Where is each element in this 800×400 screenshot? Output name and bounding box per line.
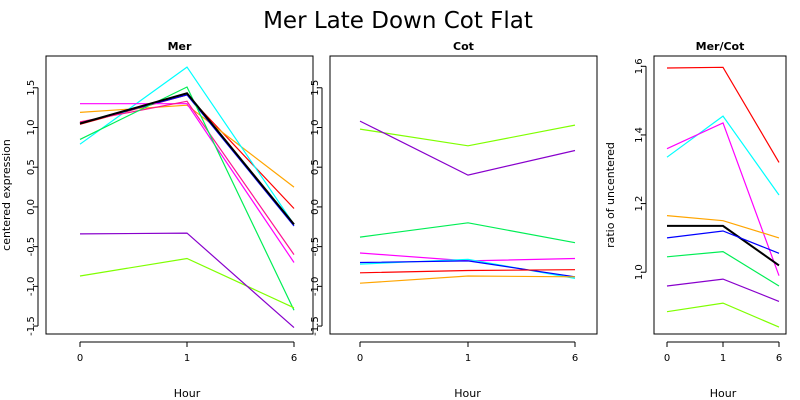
series-line [359, 222, 576, 244]
y-tick-label: 1.5 [310, 80, 321, 96]
plot-frame [45, 55, 314, 335]
x-tick-label: 6 [291, 353, 297, 364]
series-line [666, 215, 780, 239]
y-tick-label: 0.0 [310, 199, 321, 215]
series-line [79, 257, 295, 309]
series-line [359, 124, 576, 147]
panel-title: Mer [168, 40, 192, 53]
series-line [79, 104, 295, 188]
plot-frame [653, 55, 787, 335]
x-tick-label: 1 [465, 353, 471, 364]
y-tick-label: -1.0 [310, 277, 321, 297]
x-tick-label: 6 [776, 353, 782, 364]
series-line [359, 275, 576, 284]
series-line [79, 92, 295, 226]
series-line [79, 66, 295, 225]
x-tick-label: 0 [664, 353, 670, 364]
series-line [359, 260, 576, 278]
y-tick-label: 1.4 [634, 127, 645, 143]
y-tick-label: -1.5 [26, 316, 37, 336]
panel-title: Mer/Cot [696, 40, 745, 53]
y-tick-label: -1.5 [310, 316, 321, 336]
x-axis-label: Hour [174, 387, 201, 400]
y-tick-label: -0.5 [310, 237, 321, 257]
y-axis-label: centered expression [0, 139, 13, 251]
series-line [666, 230, 780, 254]
series-line [666, 250, 780, 287]
x-tick-label: 0 [357, 353, 363, 364]
y-tick-label: 1.0 [26, 120, 37, 136]
y-tick-label: 0.5 [310, 159, 321, 175]
series-line [79, 232, 295, 329]
series-line [666, 115, 780, 196]
y-tick-label: -0.5 [26, 237, 37, 257]
y-tick-label: 1.6 [634, 58, 645, 74]
series-line [666, 66, 780, 163]
y-tick-label: 1.5 [26, 80, 37, 96]
series-line [359, 269, 576, 274]
y-tick-label: 1.2 [634, 196, 645, 212]
x-tick-label: 1 [720, 353, 726, 364]
x-axis-label: Hour [454, 387, 481, 400]
plot-frame [329, 55, 598, 335]
panel-mer: Mer 0 1 6 Hour -1.5 -1.0 -0.5 0.0 0.5 1.0 1.5 center… [0, 40, 314, 400]
series-line [79, 94, 295, 209]
figure-title: Mer Late Down Cot Flat [263, 8, 533, 34]
x-tick-label: 6 [572, 353, 578, 364]
series-line [667, 224, 780, 267]
series-line [80, 103, 295, 263]
series-line [79, 100, 295, 255]
x-axis-label: Hour [710, 387, 737, 400]
y-tick-label: 1.0 [634, 264, 645, 280]
panel-cot: Cot 0 1 6 Hour -1.5 -1.0 -0.5 0.0 0.5 1.0 1.5 [310, 40, 598, 400]
panel-mer-cot: Mer/Cot 0 1 6 Hour 1.0 1.2 1.4 1.6 ratio of uncen… [604, 40, 787, 400]
series-line [79, 86, 295, 311]
y-tick-label: 0.5 [26, 159, 37, 175]
series-line [666, 122, 780, 276]
series-line [359, 120, 576, 176]
panel-title: Cot [453, 40, 474, 53]
y-tick-label: 1.0 [310, 120, 321, 136]
series-line [666, 302, 780, 328]
y-axis-label: ratio of uncentered [604, 142, 617, 248]
series-line [666, 278, 780, 302]
x-tick-label: 0 [77, 353, 83, 364]
chart-panels: Mer 0 1 6 Hour -1.5 -1.0 -0.5 0.0 0.5 1.0 1.5 center… [0, 40, 787, 400]
y-tick-label: -1.0 [26, 277, 37, 297]
y-tick-label: 0.0 [26, 199, 37, 215]
x-tick-label: 1 [184, 353, 190, 364]
